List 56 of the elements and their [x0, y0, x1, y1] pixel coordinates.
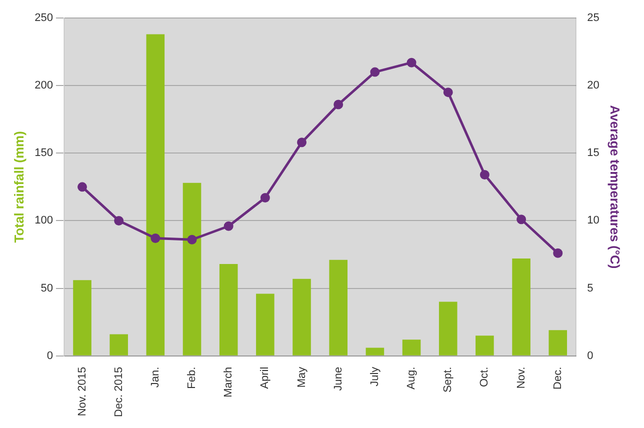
y-tick-label: 100	[34, 214, 53, 227]
point	[187, 234, 197, 244]
x-tick-label: Sept.	[442, 366, 454, 393]
x-tick-label: Feb.	[186, 366, 198, 389]
point	[443, 88, 453, 98]
point	[150, 234, 160, 244]
x-tick-label: July	[368, 366, 381, 386]
y2-tick-label: 5	[587, 282, 594, 294]
point	[77, 182, 87, 192]
point	[114, 216, 124, 226]
bar	[292, 278, 311, 356]
point	[297, 138, 307, 148]
x-tick-label: Dec. 2015	[112, 366, 125, 418]
y2-tick-label: 10	[587, 214, 600, 227]
y2-axis-title: Average temperatures (°C)	[608, 105, 623, 269]
y-tick-label: 0	[46, 350, 53, 362]
bar	[402, 340, 421, 356]
x-tick-label: May	[296, 366, 308, 388]
bar	[512, 258, 530, 356]
bar	[438, 302, 458, 356]
bar	[110, 334, 128, 356]
point	[406, 58, 416, 68]
x-tick-label: Nov. 2015	[76, 366, 88, 416]
bar	[366, 348, 384, 356]
y-tick-label: 50	[40, 282, 53, 294]
x-tick-label: June	[332, 366, 344, 391]
x-tick-label: Dec.	[552, 366, 564, 390]
point	[516, 214, 526, 224]
point	[334, 100, 344, 110]
point	[370, 67, 380, 77]
bar	[476, 336, 494, 356]
bar	[548, 330, 568, 356]
point	[480, 170, 490, 180]
bar	[182, 182, 202, 356]
x-tick-label: Jan.	[149, 366, 162, 388]
point	[224, 221, 234, 231]
y2-tick-label: 20	[587, 80, 600, 92]
x-tick-label: Aug.	[406, 366, 418, 390]
point	[553, 248, 563, 258]
x-tick-label: March	[222, 366, 235, 398]
point	[260, 192, 270, 202]
x-tick-label: Nov.	[515, 366, 528, 389]
y-tick-label: 250	[34, 12, 53, 24]
y2-tick-label: 15	[587, 147, 600, 160]
bar	[219, 264, 238, 356]
y2-tick-label: 0	[587, 350, 594, 362]
bar	[256, 294, 274, 356]
x-tick-label: Oct.	[478, 366, 491, 388]
x-tick-label: April	[259, 366, 272, 389]
bar	[329, 260, 348, 356]
y-axis-title: Total rainfall (mm)	[11, 131, 26, 243]
y-tick-label: 200	[34, 80, 53, 92]
y-tick-label: 150	[34, 147, 53, 160]
bar	[73, 280, 92, 356]
bar	[146, 34, 165, 356]
y2-tick-label: 25	[587, 12, 600, 24]
